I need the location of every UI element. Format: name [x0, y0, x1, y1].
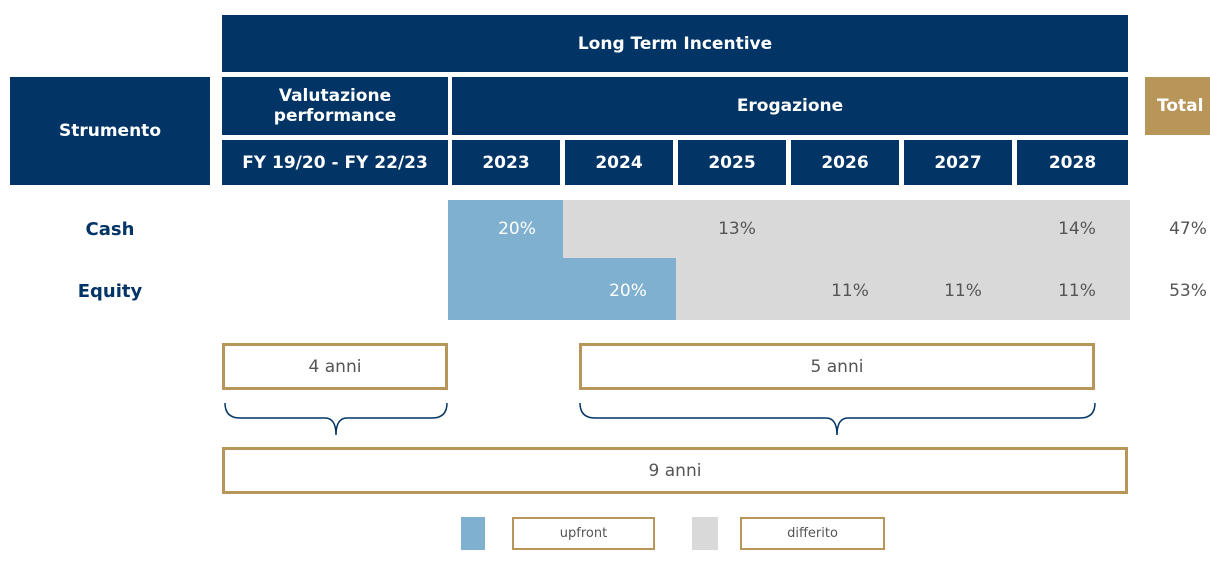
year-header: 2027 — [904, 140, 1012, 185]
legend-label: differito — [740, 517, 885, 550]
year-header: 2024 — [565, 140, 673, 185]
deferred-value: 11% — [831, 281, 869, 301]
year-header: 2025 — [678, 140, 786, 185]
duration-box: 4 anni — [222, 343, 448, 390]
upfront-value: 20% — [498, 219, 536, 239]
legend-swatch — [461, 517, 485, 550]
year-header: 2026 — [791, 140, 899, 185]
legend-swatch — [692, 517, 718, 550]
deferred-value: 11% — [1058, 281, 1096, 301]
row-label: Cash — [85, 218, 135, 240]
title-cell: Long Term Incentive — [222, 15, 1128, 72]
upfront-fill — [448, 258, 676, 320]
year-header: 2028 — [1017, 140, 1128, 185]
legend-label: upfront — [512, 517, 655, 550]
deferred-value: 13% — [718, 219, 756, 239]
total-header: Total — [1145, 77, 1210, 135]
brace — [579, 402, 1096, 436]
evaluation-header: Valutazione performance — [222, 77, 448, 135]
total-value: 53% — [1169, 281, 1207, 301]
total-value: 47% — [1169, 219, 1207, 239]
upfront-value: 20% — [609, 281, 647, 301]
payout-header: Erogazione — [452, 77, 1128, 135]
deferred-value: 11% — [944, 281, 982, 301]
deferred-fill — [676, 258, 1130, 320]
row-label: Equity — [77, 280, 143, 302]
year-header: 2023 — [452, 140, 560, 185]
duration-box: 9 anni — [222, 447, 1128, 494]
duration-box: 5 anni — [579, 343, 1095, 390]
instrument-header: Strumento — [10, 77, 210, 185]
period-header: FY 19/20 - FY 22/23 — [222, 140, 448, 185]
upfront-fill — [448, 200, 563, 258]
brace — [224, 402, 448, 436]
deferred-fill — [563, 200, 1130, 258]
deferred-value: 14% — [1058, 219, 1096, 239]
